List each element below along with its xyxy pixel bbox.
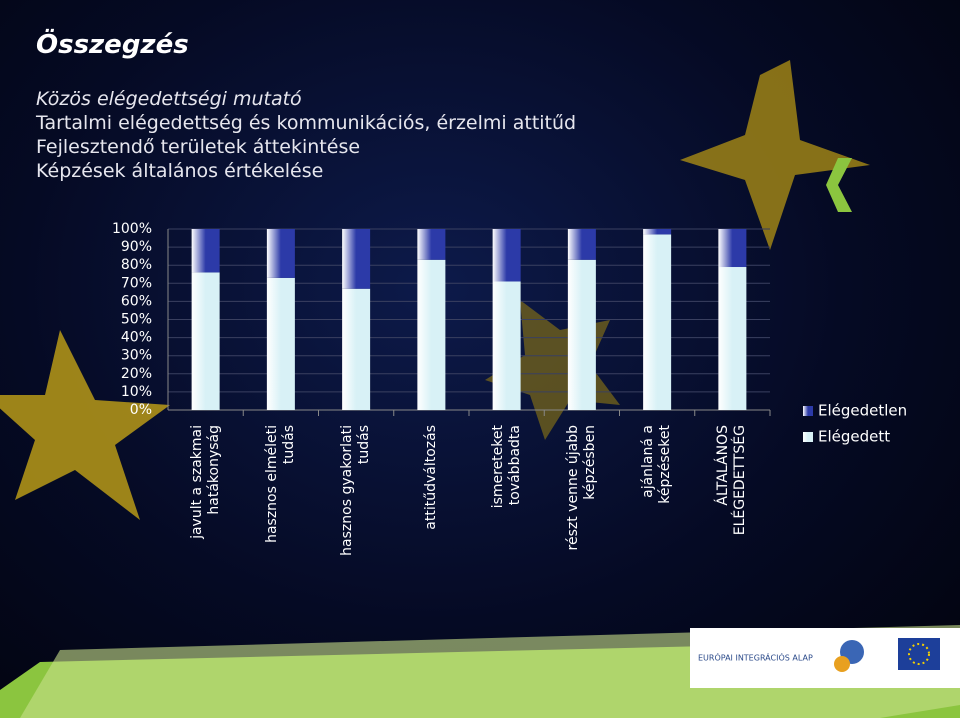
bar-segment [191,272,220,410]
bar-segment [567,229,596,260]
bar-segment [567,259,596,410]
x-tick-label: attitűdváltozás [422,425,439,530]
y-tick-label: 0% [130,402,152,418]
subtitle-line: Közös elégedettségi mutató [36,88,302,110]
star [0,330,170,520]
legend-label: Elégedett [818,428,890,446]
y-tick-label: 80% [121,257,152,273]
y-tick-label: 20% [121,366,152,382]
x-tick-label: ismereteket továbbadta [489,425,523,509]
y-tick-label: 50% [121,312,152,328]
x-tick-label: hasznos gyakorlati tudás [339,425,373,556]
y-tick-label: 90% [121,239,152,255]
bar-segment [342,229,371,289]
x-tick-label: ajánlaná a képzéseket [640,425,674,504]
x-tick-label: hasznos elméleti tudás [263,425,297,543]
x-tick-label: javult a szakmai hatákonyság [188,425,222,539]
bar-segment [266,277,295,410]
y-tick-label: 100% [112,221,152,237]
bar-segment [718,229,747,268]
bar-segment [417,259,446,410]
bar-segment [492,229,521,282]
bar-segment [492,281,521,410]
y-tick-label: 10% [121,384,152,400]
bar-segment [718,267,747,410]
subtitle-line: Képzések általános értékelése [36,160,324,182]
subtitle-line: Fejlesztendő területek áttekintése [36,136,361,158]
chevron [826,158,852,212]
x-tick-label: ÁLTALÁNOS ELÉGEDETTSÉG [715,425,749,536]
legend-swatch [803,432,813,442]
bar-segment [191,229,220,273]
bar-segment [417,229,446,260]
legend-swatch [803,406,813,416]
bar-segment [342,288,371,410]
eu-stars [908,643,930,665]
logo-text: EURÓPAI INTEGRÁCIÓS ALAP [698,652,813,663]
y-tick-label: 40% [121,330,152,346]
bar-segment [266,229,295,278]
legend-label: Elégedetlen [818,402,907,420]
bar-segment [643,234,672,410]
y-tick-label: 30% [121,348,152,364]
subtitle-line: Tartalmi elégedettség és kommunikációs, … [36,112,577,134]
slide-title: Összegzés [36,30,189,60]
bar-segment [643,229,672,235]
star [680,60,870,250]
y-tick-label: 70% [121,275,152,291]
x-tick-label: részt venne újabb képzésben [564,425,598,551]
logo-icon [834,656,850,672]
y-tick-label: 60% [121,293,152,309]
